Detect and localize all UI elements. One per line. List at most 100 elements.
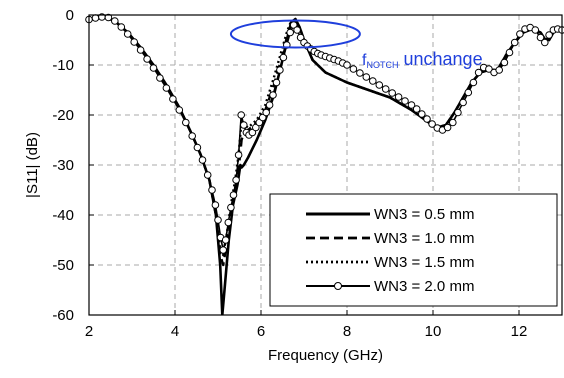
data-point: [258, 113, 267, 122]
data-point: [362, 73, 371, 81]
data-point: [279, 53, 288, 62]
data-point: [469, 78, 478, 87]
data-point: [388, 89, 397, 97]
data-point: [505, 48, 514, 57]
data-point: [443, 123, 452, 132]
data-point: [531, 26, 540, 34]
data-point: [293, 26, 301, 34]
data-point: [188, 132, 196, 140]
data-point: [262, 108, 271, 117]
x-tick-label: 2: [85, 323, 93, 340]
data-point: [286, 28, 295, 37]
data-point: [175, 106, 184, 114]
data-point: [394, 93, 403, 101]
data-point: [412, 105, 421, 113]
data-point: [156, 74, 164, 82]
y-tick-label: -40: [52, 207, 74, 224]
x-tick-label: 8: [343, 323, 351, 340]
data-point: [272, 78, 281, 87]
series-4: [85, 13, 564, 254]
legend-entry: WN3 = 0.5 mm: [374, 206, 474, 223]
annotation-suffix: unchange: [399, 49, 483, 69]
data-point: [500, 58, 509, 67]
annotation: fNOTCH unchange: [229, 19, 483, 70]
x-axis-label: Frequency (GHz): [268, 347, 383, 364]
y-tick-label: -60: [52, 307, 74, 324]
data-point: [516, 30, 524, 38]
data-point: [375, 81, 384, 89]
legend-entry: WN3 = 2.0 mm: [374, 278, 474, 295]
data-point: [428, 120, 436, 128]
data-point: [269, 91, 277, 99]
data-point: [208, 186, 216, 194]
data-point: [276, 66, 284, 74]
y-tick-label: -10: [52, 57, 74, 74]
data-point: [143, 55, 151, 63]
y-tick-label: 0: [66, 7, 74, 24]
data-point: [221, 236, 230, 244]
data-point: [381, 85, 390, 93]
annotation-subscript: NOTCH: [367, 60, 399, 70]
annotation-prefix: f: [362, 52, 367, 69]
x-tick-label: 6: [257, 323, 265, 340]
data-point: [214, 216, 222, 224]
data-point: [169, 95, 177, 103]
data-point: [536, 33, 545, 42]
y-tick-label: -50: [52, 257, 74, 274]
data-point: [237, 111, 245, 119]
annotation-text: fNOTCH unchange: [362, 49, 483, 70]
data-point: [474, 68, 483, 77]
data-point: [356, 69, 364, 77]
data-point: [545, 31, 553, 39]
x-tick-label: 12: [511, 323, 528, 340]
y-axis-label: |S11| (dB): [24, 132, 41, 198]
x-tick-label: 4: [171, 323, 179, 340]
data-point: [91, 14, 100, 22]
annotation-ellipse: [229, 19, 361, 49]
data-point: [198, 156, 207, 164]
data-point: [349, 65, 358, 73]
data-point: [193, 143, 202, 152]
data-point: [117, 23, 126, 31]
data-point: [423, 115, 431, 123]
data-point: [510, 38, 519, 47]
y-tick-label: -30: [52, 157, 74, 174]
data-point: [454, 108, 462, 117]
data-point: [541, 38, 549, 47]
data-point: [240, 121, 248, 129]
y-axis-ticks: 0 -10 -20 -30 -40 -50 -60: [52, 7, 94, 324]
data-point: [203, 171, 212, 179]
data-point: [369, 77, 377, 85]
legend: WN3 = 0.5 mm WN3 = 1.0 mm WN3 = 1.5 mm WN3 …: [269, 193, 558, 307]
data-point: [449, 118, 457, 127]
legend-marker: [334, 282, 342, 290]
data-point: [234, 151, 243, 159]
data-point: [485, 65, 493, 73]
data-point: [162, 84, 171, 92]
legend-entry: WN3 = 1.5 mm: [374, 254, 474, 271]
data-point: [227, 203, 235, 212]
data-point: [219, 246, 227, 254]
data-point: [182, 118, 190, 127]
data-point: [104, 13, 113, 22]
x-tick-label: 10: [425, 323, 442, 340]
x-axis-ticks: 2 4 6 8 10 12: [85, 310, 528, 340]
legend-entry: WN3 = 1.0 mm: [374, 230, 474, 247]
data-point: [495, 66, 504, 74]
data-point: [229, 191, 238, 199]
y-tick-label: -20: [52, 107, 74, 124]
data-point: [224, 218, 233, 227]
data-point: [252, 123, 260, 132]
data-point: [232, 176, 240, 184]
data-point: [343, 61, 351, 69]
data-point: [123, 30, 132, 38]
data-point: [111, 17, 119, 25]
data-point: [265, 101, 274, 109]
data-point: [558, 26, 564, 34]
data-point: [459, 98, 467, 107]
data-point: [407, 101, 416, 109]
data-point: [130, 38, 138, 46]
data-point: [464, 88, 473, 97]
data-point: [401, 97, 409, 105]
